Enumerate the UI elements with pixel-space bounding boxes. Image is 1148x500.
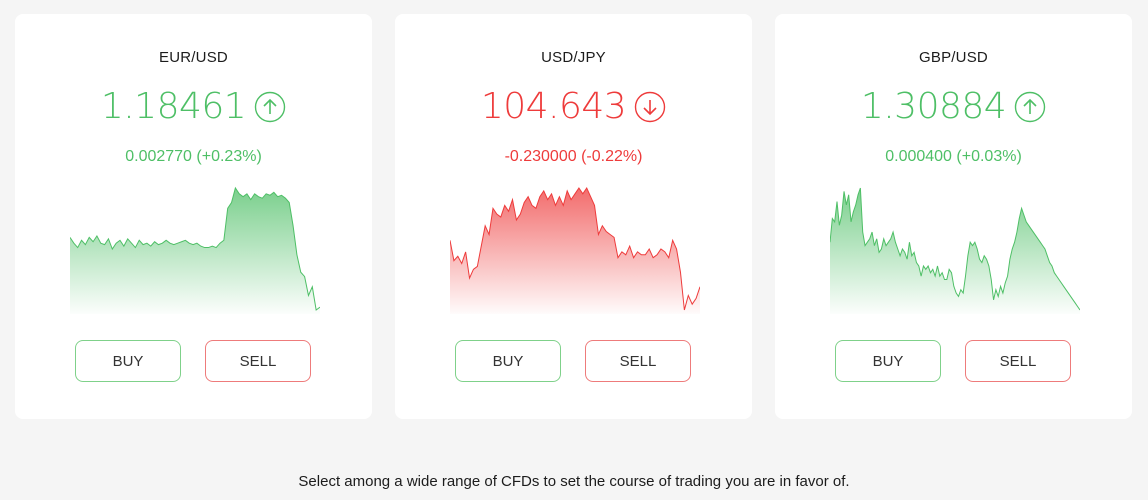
currency-card-eurusd: EUR/USD 1.18461 0.002770 (+0.23%) BUY SE… [15,14,372,419]
price-chart [450,186,700,314]
chart-line [70,186,320,311]
chart-line [830,187,1080,311]
sell-button[interactable]: SELL [965,340,1071,382]
buy-button[interactable]: BUY [835,340,941,382]
price-chart [70,186,320,314]
currency-pair-label: USD/JPY [541,49,606,66]
arrow-down-circle-icon [634,91,666,122]
buy-button[interactable]: BUY [75,340,181,382]
currency-pair-label: GBP/USD [919,49,988,66]
footer-text: Select among a wide range of CFDs to set… [298,473,850,490]
sell-button[interactable]: SELL [585,340,691,382]
chart-line [450,186,700,311]
trade-buttons: BUY SELL [835,340,1071,382]
chart-area [830,188,1080,314]
price-change: 0.002770 (+0.23%) [125,148,262,165]
trade-buttons: BUY SELL [455,340,691,382]
price-chart [830,187,1080,314]
price-row: 1.30884 [775,86,1132,127]
currency-pair-label: EUR/USD [159,49,228,66]
sell-button[interactable]: SELL [205,340,311,382]
currency-card-gbpusd: GBP/USD 1.30884 0.000400 (+0.03%) BUY SE… [775,14,1132,419]
price-value: 1.30884 [860,86,1007,127]
currency-cards: EUR/USD 1.18461 0.002770 (+0.23%) BUY SE… [15,14,1132,419]
chart-area [70,188,320,314]
price-row: 104.643 [395,86,752,127]
price-value: 104.643 [480,86,627,127]
price-change: 0.000400 (+0.03%) [885,148,1022,165]
buy-button[interactable]: BUY [455,340,561,382]
price-row: 1.18461 [15,86,372,127]
price-change: -0.230000 (-0.22%) [504,148,643,165]
trade-buttons: BUY SELL [75,340,311,382]
arrow-up-circle-icon [1014,91,1046,122]
price-value: 1.18461 [100,86,247,127]
arrow-up-circle-icon [254,91,286,122]
currency-card-usdjpy: USD/JPY 104.643 -0.230000 (-0.22%) BUY S… [395,14,752,419]
chart-area [450,188,700,314]
